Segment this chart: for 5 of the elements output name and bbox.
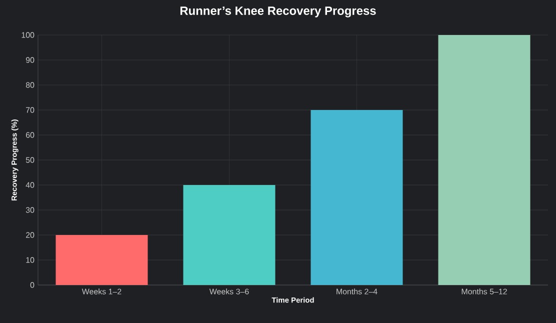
bar (438, 34, 530, 285)
chart-title: Runner’s Knee Recovery Progress (180, 6, 376, 18)
bar (56, 235, 148, 285)
bar (183, 185, 276, 285)
bar (310, 110, 403, 285)
